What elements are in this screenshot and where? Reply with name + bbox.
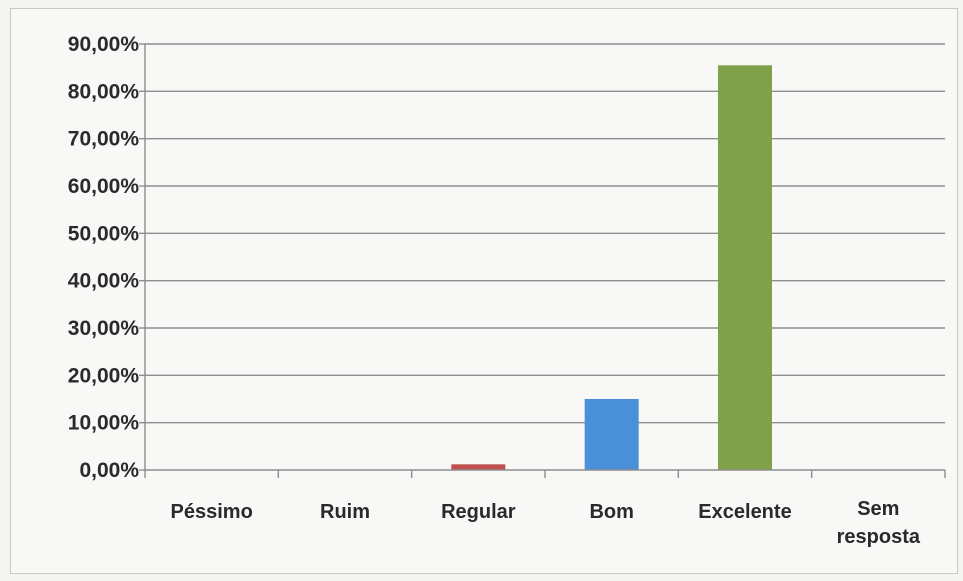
- y-tick-label: 80,00%: [68, 80, 140, 103]
- y-tick-label: 30,00%: [68, 317, 140, 340]
- chart-frame: [10, 8, 958, 574]
- y-tick-label: 40,00%: [68, 270, 140, 293]
- y-tick-label: 60,00%: [68, 175, 140, 198]
- y-axis-tick-labels: 0,00% 10,00% 20,00% 30,00% 40,00% 50,00% 60,00…: [68, 33, 140, 482]
- bars: [451, 65, 772, 471]
- x-category-label: Péssimo: [171, 501, 253, 523]
- x-category-label: Bom: [589, 501, 633, 523]
- y-tick-label: 0,00%: [79, 459, 139, 482]
- y-tick-label: 90,00%: [68, 33, 140, 56]
- y-tick-label: 50,00%: [68, 222, 140, 245]
- y-tick-label: 20,00%: [68, 364, 140, 387]
- x-category-label: Sem resposta: [837, 498, 921, 548]
- x-axis-category-labels: Péssimo Ruim Regular Bom Excelente Sem respost…: [171, 498, 921, 548]
- x-category-label: Excelente: [698, 501, 791, 523]
- bar-excelente: [718, 65, 772, 471]
- y-tick-label: 70,00%: [68, 128, 140, 151]
- gridlines: [145, 43, 945, 424]
- y-tick-label: 10,00%: [68, 412, 140, 435]
- x-category-label: Regular: [441, 501, 516, 523]
- bar-regular: [451, 464, 506, 470]
- x-category-label: Ruim: [320, 501, 370, 523]
- bar-bom: [584, 399, 639, 470]
- axes: [139, 43, 946, 478]
